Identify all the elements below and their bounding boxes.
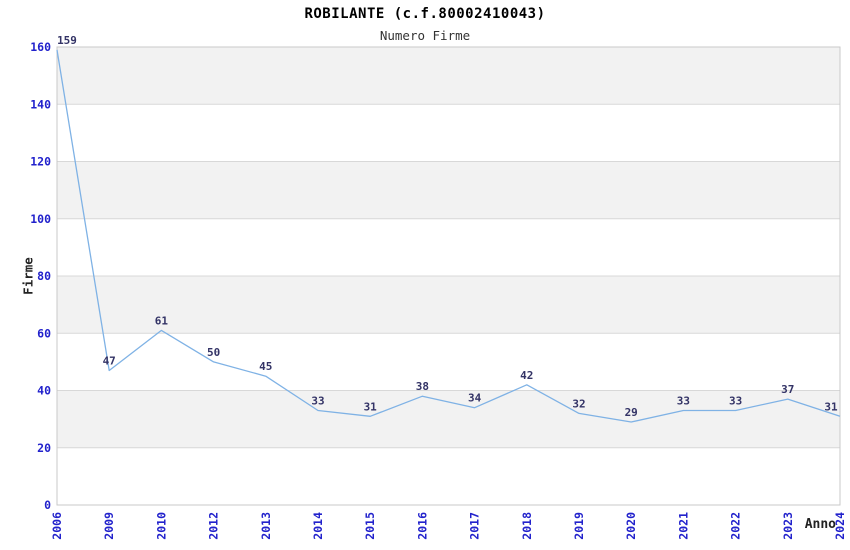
y-tick-label: 120 <box>30 155 51 169</box>
x-tick-label: 2015 <box>363 512 377 540</box>
x-tick-label: 2020 <box>624 512 638 540</box>
data-point-label: 33 <box>677 395 690 408</box>
data-point-label: 32 <box>572 397 585 410</box>
data-point-label: 31 <box>824 400 838 413</box>
y-tick-label: 60 <box>37 326 51 340</box>
x-tick-label: 2023 <box>781 512 795 540</box>
x-tick-label: 2017 <box>468 512 482 540</box>
data-point-label: 31 <box>364 400 378 413</box>
x-tick-label: 2016 <box>415 512 429 540</box>
x-tick-label: 2009 <box>102 512 116 540</box>
data-point-label: 47 <box>103 355 116 368</box>
x-tick-label: 2010 <box>154 512 168 540</box>
data-point-label: 38 <box>416 380 429 393</box>
data-point-label: 45 <box>259 360 272 373</box>
y-tick-label: 80 <box>37 269 51 283</box>
x-tick-label: 2021 <box>676 512 690 540</box>
x-tick-label: 2018 <box>520 512 534 540</box>
y-tick-label: 100 <box>30 212 51 226</box>
x-tick-label: 2013 <box>259 512 273 540</box>
chart-subtitle: Numero Firme <box>379 28 471 43</box>
x-axis-label: Anno <box>804 517 836 532</box>
plot-band <box>57 47 840 105</box>
plot-band <box>57 161 840 219</box>
data-line <box>56 49 841 423</box>
y-tick-label: 0 <box>44 498 51 512</box>
x-tick-label: 2014 <box>311 512 325 540</box>
plot-band <box>57 390 840 448</box>
y-tick-label: 160 <box>30 40 51 54</box>
x-tick-label: 2019 <box>572 512 586 540</box>
data-point-label: 34 <box>468 392 482 405</box>
data-point-label: 33 <box>311 395 324 408</box>
x-tick-label: 2006 <box>50 512 64 540</box>
plot-border <box>56 46 841 506</box>
y-tick-label: 40 <box>37 384 51 398</box>
data-point-label: 159 <box>57 34 77 47</box>
y-tick-label: 140 <box>30 97 51 111</box>
y-tick-label: 20 <box>37 441 51 455</box>
plot-band <box>57 276 840 334</box>
data-point-label: 37 <box>781 383 794 396</box>
x-tick-label: 2012 <box>207 512 221 540</box>
chart-title: ROBILANTE (c.f.80002410043) <box>304 6 546 22</box>
data-point-label: 50 <box>207 346 220 359</box>
data-point-label: 61 <box>155 314 169 327</box>
x-tick-label: 2024 <box>833 512 847 540</box>
data-point-label: 33 <box>729 395 742 408</box>
x-tick-label: 2022 <box>729 512 743 540</box>
data-point-label: 42 <box>520 369 533 382</box>
data-point-label: 29 <box>625 406 638 419</box>
